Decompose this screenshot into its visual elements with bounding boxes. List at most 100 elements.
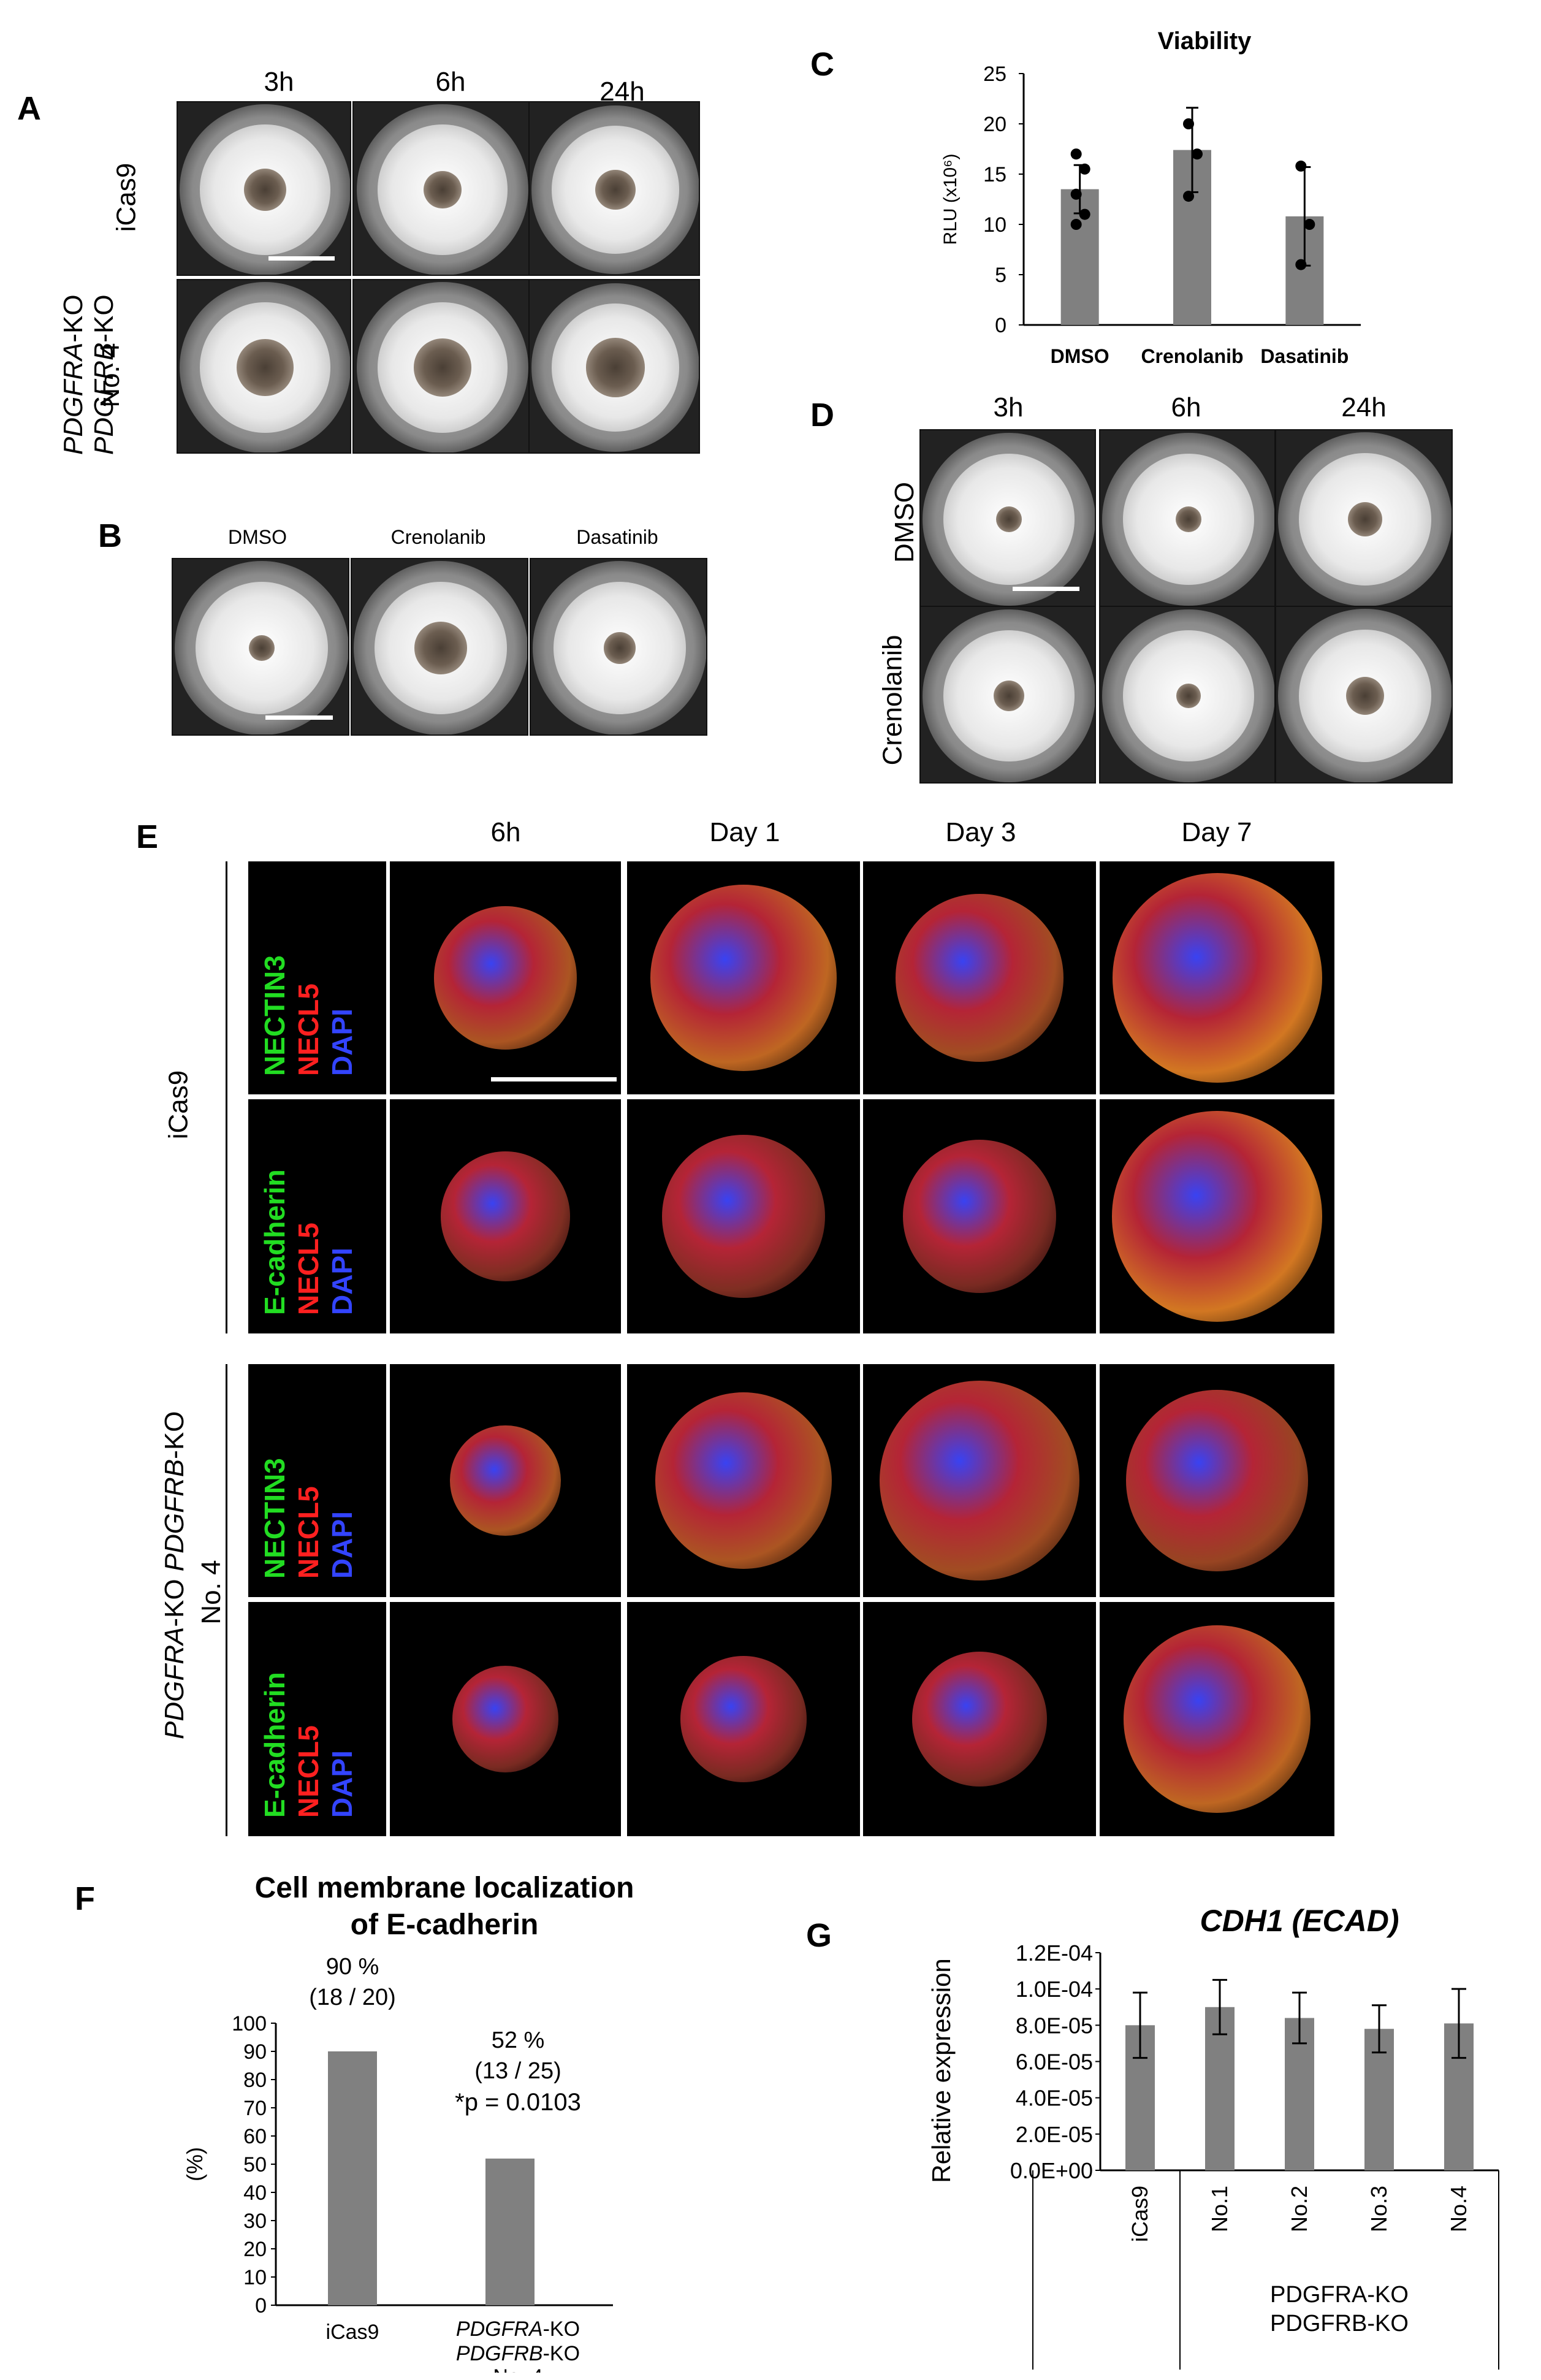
- scale-bar: [1012, 587, 1080, 592]
- data-point: [1183, 118, 1194, 129]
- ko-suffix: -KO: [159, 1571, 189, 1627]
- data-point: [1295, 160, 1307, 172]
- stain-label-line2: NECL5: [292, 983, 324, 1076]
- y-tick-label: 5: [995, 264, 1006, 287]
- y-tick-label: 1.2E-04: [1016, 1940, 1093, 1966]
- y-tick-label: 20: [983, 113, 1006, 136]
- stain-label-line1: E-cadherin: [259, 1672, 291, 1818]
- well-image: [528, 101, 700, 276]
- fluorescence-image: [627, 1364, 860, 1597]
- y-tick-label: 6.0E-05: [1016, 2050, 1093, 2075]
- y-tick-label: 30: [243, 2210, 267, 2233]
- col-label-day3: Day 3: [945, 817, 1016, 847]
- stain-label-line2: NECL5: [292, 1222, 324, 1315]
- stain-label: NECTIN3 NECL5 DAPI: [248, 1364, 386, 1597]
- well-image: [530, 558, 707, 736]
- well-image: [177, 279, 351, 454]
- panel-label-g: G: [806, 1917, 832, 1954]
- panel-label-b: B: [98, 517, 122, 554]
- well-image: [528, 279, 700, 454]
- y-axis-label: (%): [182, 2147, 207, 2181]
- fluorescence-image: [863, 1364, 1096, 1597]
- group-label-ko-line2: No. 4: [196, 1560, 226, 1625]
- ko-suffix: -KO: [89, 294, 119, 343]
- y-tick-label: 15: [983, 163, 1006, 186]
- annotation-percent: 90 %: [326, 1954, 379, 1980]
- y-tick-label: 90: [243, 2040, 267, 2064]
- stain-label-line2: NECL5: [292, 1486, 324, 1579]
- fluorescence-image: [1100, 1364, 1334, 1597]
- fluorescence-image: [1100, 1602, 1334, 1836]
- well-image: [1275, 429, 1453, 607]
- x-tick-label: Dasatinib: [1260, 345, 1349, 367]
- col-label-6h: 6h: [490, 817, 521, 847]
- panel-label-d: D: [810, 397, 834, 433]
- row-label-crenolanib: Crenolanib: [877, 635, 908, 766]
- panel-label-c: C: [810, 46, 834, 83]
- x-tick-label: No.3: [1366, 2186, 1391, 2232]
- fluorescence-image: [1100, 861, 1334, 1094]
- group-label-line2: PDGFRB-KO: [1270, 2311, 1409, 2336]
- stain-label-line2: NECL5: [292, 1725, 324, 1818]
- y-tick-label: 1.0E-04: [1016, 1977, 1093, 2002]
- y-tick-label: 0: [995, 314, 1006, 337]
- stain-label-line1: NECTIN3: [259, 1458, 291, 1579]
- row-label-ko-line1: PDGFRA-KO: [58, 294, 88, 455]
- panel-label-f: F: [75, 1880, 95, 1917]
- fluorescence-image: [627, 861, 860, 1094]
- panel-label-a: A: [17, 90, 41, 127]
- scale-bar: [268, 256, 335, 261]
- col-label-24h: 24h: [599, 77, 645, 107]
- x-tick-label: No.4: [1446, 2186, 1471, 2232]
- scale-bar: [265, 715, 333, 720]
- col-label-6h: 6h: [435, 67, 466, 97]
- fluorescence-image: [627, 1602, 860, 1836]
- chart-title: CDH1 (ECAD): [1200, 1904, 1399, 1938]
- data-point: [1079, 208, 1090, 220]
- x-tick-label: Crenolanib: [1141, 345, 1243, 367]
- fluorescence-image: [863, 1602, 1096, 1836]
- data-point: [1079, 163, 1090, 175]
- ko-suffix: -KO: [58, 294, 88, 343]
- bar: [485, 2158, 535, 2305]
- well-image: [1099, 606, 1276, 784]
- well-image: [351, 558, 528, 736]
- y-axis-label: Relative expression: [927, 1958, 956, 2183]
- scale-bar: [491, 1077, 617, 1081]
- x-tick-label: DMSO: [1051, 345, 1109, 367]
- col-label-24h: 24h: [1341, 392, 1387, 422]
- y-tick-label: 10: [983, 213, 1006, 237]
- y-tick-label: 4.0E-05: [1016, 2086, 1093, 2111]
- stain-label-line3: DAPI: [326, 1750, 358, 1818]
- fluorescence-image: [390, 1364, 621, 1597]
- x-tick-label-line3: No. 4: [493, 2365, 542, 2373]
- stain-label: E-cadherin NECL5 DAPI: [248, 1602, 386, 1836]
- fluorescence-image: [627, 1099, 860, 1333]
- well-image: [352, 101, 530, 276]
- well-image: [919, 606, 1096, 784]
- x-tick-label: iCas9: [326, 2321, 379, 2344]
- row-label-icas9: iCas9: [111, 162, 142, 232]
- data-point: [1192, 148, 1203, 160]
- x-tick-label: iCas9: [1127, 2186, 1152, 2242]
- x-tick-label-line2: PDGFRB-KO: [456, 2342, 580, 2365]
- chart-title-line1: Cell membrane localization: [255, 1872, 634, 1904]
- well-image: [919, 429, 1096, 607]
- gene-pdgfra: PDGFRA: [58, 342, 88, 455]
- fluorescence-image: [390, 861, 621, 1094]
- row-label-dmso: DMSO: [889, 482, 919, 563]
- y-tick-label: 2.0E-05: [1016, 2122, 1093, 2147]
- x-tick-label-line1: PDGFRA-KO: [456, 2317, 580, 2341]
- chart-title: Viability: [1158, 28, 1252, 55]
- annotation-count: (13 / 25): [474, 2058, 561, 2084]
- group-bracket-icas9: [226, 861, 227, 1333]
- panel-label-e: E: [136, 818, 159, 855]
- chart-cdh1-expression: CDH1 (ECAD) 0.0E+00 2.0E-05 4.0E-05 6.0E-05 8…: [927, 1904, 1499, 2370]
- ko-suffix: -KO: [159, 1411, 189, 1459]
- y-tick-label: 0: [255, 2294, 267, 2317]
- y-tick-label: 10: [243, 2266, 267, 2289]
- data-point: [1070, 188, 1082, 200]
- fluorescence-image: [863, 1099, 1096, 1333]
- gene-pdgfrb: PDGFRB: [159, 1459, 189, 1572]
- fluorescence-image: [1100, 1099, 1334, 1333]
